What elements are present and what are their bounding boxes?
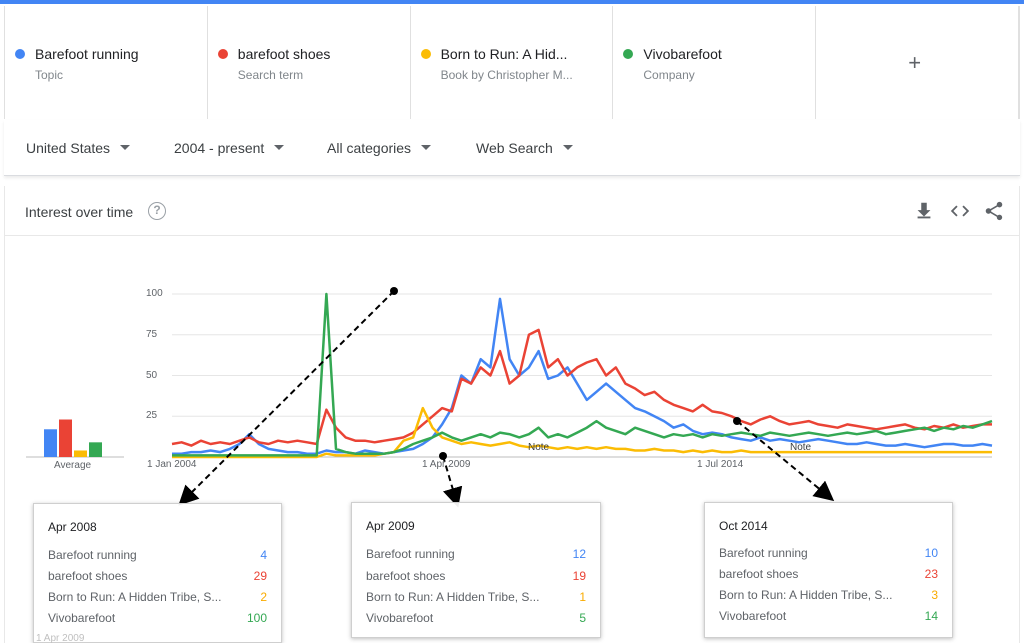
tooltip-date: Oct 2014 <box>719 519 768 533</box>
y-tick-label: 75 <box>146 328 158 340</box>
comparison-terms-bar: Barefoot running Topic barefoot shoes Se… <box>4 6 1020 119</box>
tooltip-row-label: Vivobarefoot <box>48 611 116 625</box>
tooltip-row-value: 23 <box>924 567 938 581</box>
caret-down-icon <box>421 144 432 150</box>
series-line[interactable] <box>172 297 993 455</box>
add-comparison-button[interactable]: + <box>816 6 1019 119</box>
plus-icon: + <box>908 50 922 75</box>
annotation-arrow <box>178 290 395 506</box>
share-icon[interactable] <box>983 200 1005 222</box>
tooltip-row-value: 29 <box>253 569 267 583</box>
series-dot-yellow <box>420 49 431 59</box>
tooltip-oct-2014: Oct 2014 Barefoot running 10 barefoot sh… <box>704 502 953 638</box>
filter-bar: United States 2004 - present All categor… <box>4 120 1020 176</box>
tooltip-row-label: Born to Run: A Hidden Tribe, S... <box>366 590 540 604</box>
tooltip-apr-2009: Apr 2009 Barefoot running 12 barefoot sh… <box>351 502 601 638</box>
tooltip-row-label: Born to Run: A Hidden Tribe, S... <box>719 588 893 602</box>
term-name: Barefoot running <box>35 46 139 62</box>
series-line[interactable] <box>171 328 992 447</box>
tooltip-row-label: Barefoot running <box>366 547 455 561</box>
average-bar[interactable] <box>59 419 72 457</box>
caret-down-icon <box>274 144 285 150</box>
tooltip-row-label: barefoot shoes <box>719 567 799 581</box>
tooltip-row-label: barefoot shoes <box>48 569 128 583</box>
tooltip-row-label: barefoot shoes <box>366 569 446 583</box>
tooltip-row-value: 10 <box>924 546 938 560</box>
region-value: United States <box>26 140 111 156</box>
embed-icon[interactable] <box>949 200 971 222</box>
tooltip-row-label: Barefoot running <box>719 546 808 560</box>
term-kind: Topic <box>35 68 64 82</box>
tooltip-row-value: 3 <box>931 588 938 602</box>
caret-down-icon <box>562 144 573 150</box>
annotation-point <box>390 287 398 295</box>
term-name: barefoot shoes <box>237 46 331 62</box>
tooltip-date: Apr 2009 <box>366 519 415 533</box>
series-dot-green <box>623 49 634 59</box>
term-card-barefoot-running[interactable]: Barefoot running Topic <box>5 6 208 119</box>
card-title: Interest over time <box>25 204 134 220</box>
obscured-axis-label: 1 Apr 2009 <box>36 633 85 643</box>
average-bar[interactable] <box>74 450 87 457</box>
average-label: Average <box>54 460 92 471</box>
tooltip-row-value: 14 <box>924 609 938 623</box>
y-tick-label: 25 <box>146 410 158 422</box>
chart-note-annotation[interactable]: Note <box>528 442 550 453</box>
average-bar[interactable] <box>44 429 57 457</box>
category-dropdown[interactable]: All categories <box>327 140 432 156</box>
region-dropdown[interactable]: United States <box>26 140 131 156</box>
series-dot-blue <box>15 49 25 59</box>
term-name: Born to Run: A Hid... <box>440 46 568 62</box>
search-type-value: Web Search <box>476 140 553 156</box>
category-value: All categories <box>327 140 412 156</box>
tooltip-row-value: 5 <box>579 611 586 625</box>
download-icon[interactable] <box>913 200 935 222</box>
help-circle-icon[interactable]: ? <box>148 202 166 220</box>
x-tick-label: 1 Apr 2009 <box>422 459 471 470</box>
search-type-dropdown[interactable]: Web Search <box>476 140 573 156</box>
term-kind: Company <box>643 68 695 82</box>
tooltip-row-value: 1 <box>579 590 586 604</box>
tooltip-row-label: Vivobarefoot <box>366 611 434 625</box>
tooltip-row-value: 19 <box>572 569 586 583</box>
tooltip-row-value: 12 <box>572 547 586 561</box>
chart-note-annotation[interactable]: Note <box>790 442 812 453</box>
tooltip-row-label: Born to Run: A Hidden Tribe, S... <box>48 590 222 604</box>
tooltip-date: Apr 2008 <box>48 520 97 534</box>
annotation-point <box>733 417 741 425</box>
term-card-vivobarefoot[interactable]: Vivobarefoot Company <box>613 6 817 119</box>
tooltip-row-label: Vivobarefoot <box>719 609 787 623</box>
x-tick-label: 1 Jan 2004 <box>147 459 197 470</box>
series-dot-red <box>217 49 228 59</box>
period-value: 2004 - present <box>174 140 265 156</box>
period-dropdown[interactable]: 2004 - present <box>174 140 285 156</box>
tooltip-apr-2008: Apr 2008 Barefoot running 4 barefoot sho… <box>33 503 282 643</box>
tooltip-row-label: Barefoot running <box>48 548 137 562</box>
term-name: Vivobarefoot <box>643 46 722 62</box>
series-line[interactable] <box>172 292 993 457</box>
term-kind: Book by Christopher M... <box>440 68 573 82</box>
tooltip-row-value: 4 <box>260 548 267 562</box>
term-card-barefoot-shoes[interactable]: barefoot shoes Search term <box>208 6 411 119</box>
card-header: Interest over time ? <box>5 186 1019 236</box>
y-tick-label: 100 <box>146 288 163 299</box>
caret-down-icon <box>120 144 131 150</box>
tooltip-row-value: 2 <box>260 590 267 604</box>
annotation-arrow <box>442 455 463 508</box>
x-tick-label: 1 Jul 2014 <box>697 459 744 470</box>
interest-over-time-card: Interest over time ? <box>4 186 1020 643</box>
average-bar[interactable] <box>89 442 102 457</box>
interest-over-time-chart[interactable] <box>0 240 1024 643</box>
top-accent-line <box>0 0 1024 4</box>
annotation-arrow <box>736 420 835 502</box>
series-line[interactable] <box>172 406 992 459</box>
term-kind: Search term <box>237 68 304 82</box>
tooltip-row-value: 100 <box>246 611 267 625</box>
y-tick-label: 50 <box>146 369 158 381</box>
term-card-born-to-run[interactable]: Born to Run: A Hid... Book by Christophe… <box>411 6 614 119</box>
annotation-point <box>439 452 447 460</box>
